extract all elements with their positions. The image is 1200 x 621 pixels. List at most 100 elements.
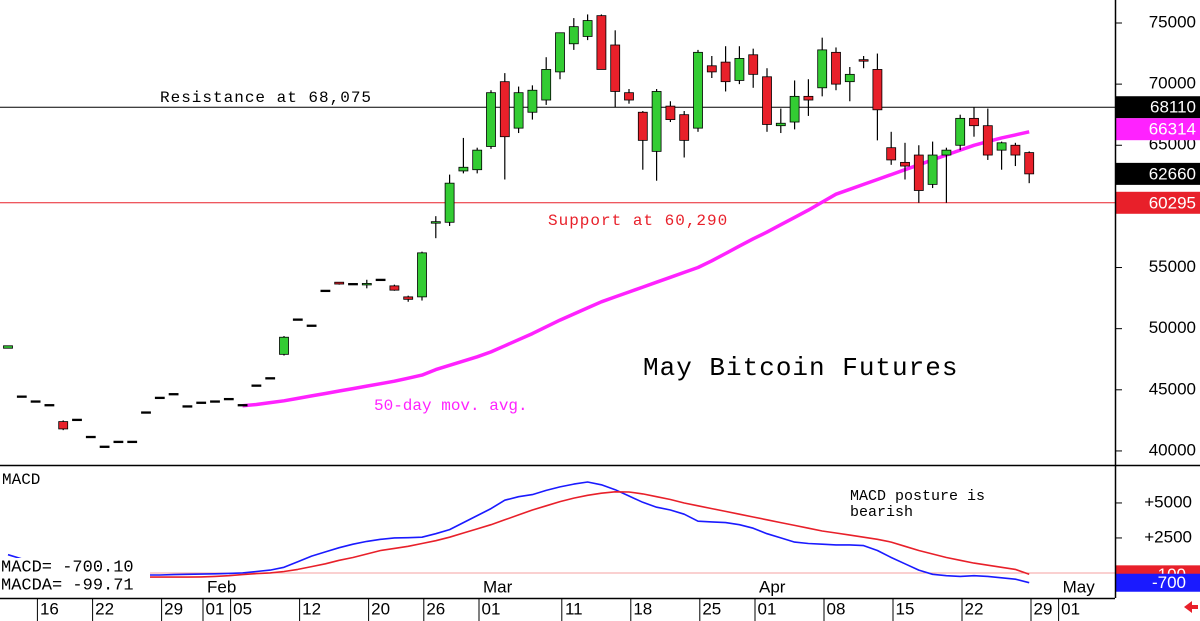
candle-body — [375, 278, 386, 282]
candle-body — [624, 92, 634, 101]
ma-line — [242, 130, 1030, 408]
candle-body — [72, 418, 82, 422]
x-tick-label: 25 — [702, 599, 721, 618]
candle-body — [348, 283, 358, 286]
readout-bg — [0, 576, 150, 594]
candle-body — [279, 336, 289, 355]
candle-body — [541, 69, 552, 101]
candle-body — [389, 285, 400, 291]
candle-body — [693, 51, 703, 129]
candle-body — [596, 15, 607, 70]
candle-body — [182, 405, 193, 408]
candle-body — [886, 147, 897, 161]
x-tick-label: 05 — [233, 599, 252, 618]
candle-body — [969, 117, 979, 127]
month-label: May — [1063, 577, 1096, 596]
ma-label: 50-day mov. avg. — [374, 397, 528, 415]
end-box — [1116, 573, 1200, 592]
candle-body — [99, 445, 110, 448]
y-tick-label: 50000 — [1149, 318, 1196, 337]
macd-line — [146, 491, 1030, 578]
candle-body — [44, 404, 55, 407]
candle-body — [913, 154, 924, 191]
candle-body — [844, 73, 855, 83]
y-tick-label: 45000 — [1149, 379, 1196, 398]
candle-body — [444, 182, 455, 223]
candle-body — [196, 401, 207, 404]
macd-line — [7, 481, 1030, 584]
level-label: 66314 — [1149, 120, 1196, 139]
x-tick-label: 18 — [633, 599, 652, 618]
readout-bg — [0, 558, 150, 576]
y-tick-label: 75000 — [1149, 12, 1196, 31]
month-label: Feb — [207, 577, 236, 596]
candle-body — [610, 44, 621, 92]
candle-body — [927, 154, 938, 185]
candle-body — [651, 91, 662, 152]
level-box — [1116, 162, 1200, 185]
candle-body — [320, 289, 331, 293]
chart-title: May Bitcoin Futures — [643, 353, 958, 383]
candle-body — [734, 58, 745, 81]
y-tick-label: 70000 — [1149, 74, 1196, 93]
candle-body — [85, 435, 96, 439]
level-box — [1116, 96, 1200, 119]
x-tick-label: 29 — [1034, 599, 1053, 618]
candle-body — [872, 69, 883, 111]
x-tick-label: 08 — [827, 599, 846, 618]
x-tick-label: 16 — [40, 599, 59, 618]
candle-body — [417, 252, 427, 298]
month-label: Apr — [759, 577, 786, 596]
annotation: Support at 60,290 — [548, 212, 728, 230]
candle-body — [154, 396, 165, 400]
candle-body — [141, 411, 151, 414]
candle-body — [168, 393, 179, 396]
candle-body — [996, 142, 1007, 151]
candle-body — [831, 51, 841, 85]
candle-body — [748, 54, 759, 75]
x-tick-label: 12 — [302, 599, 321, 618]
candle-body — [527, 89, 538, 113]
candle-body — [292, 318, 303, 321]
candle-body — [265, 377, 276, 380]
candle-body — [775, 122, 786, 127]
readout: MACDA= -99.71 — [1, 576, 134, 595]
level-box — [1116, 118, 1200, 141]
candle-body — [58, 421, 69, 430]
candle-body — [858, 59, 869, 62]
candle-body — [361, 283, 372, 286]
candle-body — [499, 81, 510, 138]
candle-body — [127, 440, 138, 444]
x-tick-label: 22 — [95, 599, 114, 618]
y-tick-label: 55000 — [1149, 257, 1196, 276]
x-tick-label: 01 — [482, 599, 501, 618]
candle-body — [955, 117, 966, 146]
candle-body — [665, 105, 676, 120]
candle-body — [237, 404, 248, 407]
y-tick-label: +2500 — [1144, 527, 1192, 546]
annotation: bearish — [850, 504, 913, 521]
candle-body — [679, 114, 690, 141]
candle-body — [458, 166, 469, 172]
candle-body — [223, 397, 234, 401]
scroll-arrow[interactable] — [1184, 601, 1198, 613]
candle-body — [555, 32, 565, 73]
candle-body — [210, 400, 220, 403]
candle-body — [789, 95, 800, 123]
x-tick-label: 01 — [206, 599, 225, 618]
x-tick-label: 15 — [896, 599, 915, 618]
candle-body — [472, 149, 483, 171]
x-tick-label: 26 — [426, 599, 445, 618]
candle-body — [430, 221, 441, 224]
candle-body — [16, 395, 27, 398]
x-tick-label: 22 — [965, 599, 984, 618]
annotation: Resistance at 68,075 — [160, 89, 372, 107]
candle-body — [720, 61, 731, 83]
x-tick-label: 11 — [565, 599, 583, 618]
candle-body — [582, 20, 593, 37]
candle-body — [513, 92, 524, 129]
candle-body — [306, 324, 317, 327]
candle-body — [1024, 152, 1035, 175]
candle-body — [762, 76, 772, 125]
candle-body — [982, 125, 993, 156]
